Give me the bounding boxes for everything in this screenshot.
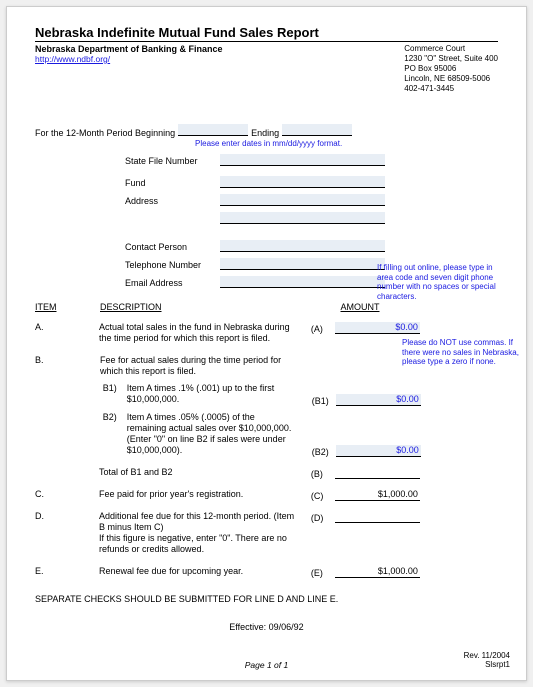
address-label: Address bbox=[125, 196, 220, 206]
addr-line: PO Box 95006 bbox=[404, 64, 498, 74]
address-block: Commerce Court 1230 "O" Street, Suite 40… bbox=[404, 44, 498, 94]
amt-e-label: (E) bbox=[311, 568, 335, 578]
b2-desc: Item A times .05% (.0005) of the remaini… bbox=[127, 412, 302, 457]
date-hint: Please enter dates in mm/dd/yyyy format. bbox=[195, 139, 498, 148]
item-b2-row: B2) Item A times .05% (.0005) of the rem… bbox=[35, 412, 498, 457]
b1-label: B1) bbox=[99, 383, 127, 406]
amt-c-value: $1,000.00 bbox=[335, 489, 420, 501]
period-begin-input[interactable] bbox=[178, 124, 248, 136]
item-d-label: D. bbox=[35, 511, 99, 521]
website-link[interactable]: http://www.ndbf.org/ bbox=[35, 54, 110, 64]
page-number: Page 1 of 1 bbox=[35, 660, 498, 670]
effective-date: Effective: 09/06/92 bbox=[35, 622, 498, 632]
phone-label: Telephone Number bbox=[125, 260, 220, 270]
th-desc: DESCRIPTION bbox=[100, 302, 315, 312]
amt-b2-input[interactable]: $0.00 bbox=[336, 445, 421, 457]
separate-checks-note: SEPARATE CHECKS SHOULD BE SUBMITTED FOR … bbox=[35, 594, 498, 604]
item-d-row: D. Additional fee due for this 12-month … bbox=[35, 511, 498, 556]
item-c-row: C. Fee paid for prior year's registratio… bbox=[35, 489, 498, 501]
phone-note: If filling out online, please type in ar… bbox=[377, 263, 507, 301]
table-header: ITEM DESCRIPTION AMOUNT bbox=[35, 302, 498, 312]
amt-b-label: (B) bbox=[311, 469, 335, 479]
fund-input[interactable] bbox=[220, 176, 385, 188]
item-e-row: E. Renewal fee due for upcoming year. (E… bbox=[35, 566, 498, 578]
addr-line: 1230 "O" Street, Suite 400 bbox=[404, 54, 498, 64]
addr-line: Commerce Court bbox=[404, 44, 498, 54]
item-a-label: A. bbox=[35, 322, 99, 332]
email-input[interactable] bbox=[220, 276, 385, 288]
item-b-desc: Fee for actual sales during the time per… bbox=[100, 355, 315, 378]
addr-line: Lincoln, NE 68509-5006 bbox=[404, 74, 498, 84]
item-c-label: C. bbox=[35, 489, 99, 499]
b-total-desc: Total of B1 and B2 bbox=[99, 467, 311, 478]
amt-e-value: $1,000.00 bbox=[335, 566, 420, 578]
department-name: Nebraska Department of Banking & Finance bbox=[35, 44, 223, 54]
state-file-label: State File Number bbox=[125, 156, 220, 166]
period-row: For the 12-Month Period Beginning Ending bbox=[35, 124, 498, 138]
header-row: Nebraska Department of Banking & Finance… bbox=[35, 44, 498, 94]
addr-line: 402-471-3445 bbox=[404, 84, 498, 94]
amt-c-label: (C) bbox=[311, 491, 335, 501]
item-e-label: E. bbox=[35, 566, 99, 576]
b2-label: B2) bbox=[99, 412, 127, 457]
item-c-desc: Fee paid for prior year's registration. bbox=[99, 489, 311, 500]
email-label: Email Address bbox=[125, 278, 220, 288]
amt-b1-label: (B1) bbox=[312, 396, 336, 406]
page: Nebraska Indefinite Mutual Fund Sales Re… bbox=[6, 6, 527, 681]
b1-desc: Item A times .1% (.001) up to the first … bbox=[127, 383, 302, 406]
amt-a-label: (A) bbox=[311, 324, 335, 334]
th-item: ITEM bbox=[35, 302, 100, 312]
amt-d-input[interactable] bbox=[335, 511, 420, 523]
rev-line: Rev. 11/2004 bbox=[464, 651, 510, 661]
amt-b2-label: (B2) bbox=[312, 447, 336, 457]
period-end-label: Ending bbox=[251, 128, 279, 138]
period-begin-label: For the 12-Month Period Beginning bbox=[35, 128, 175, 138]
address-input-2[interactable] bbox=[220, 212, 385, 224]
item-b-total-row: Total of B1 and B2 (B) bbox=[35, 467, 498, 479]
item-d-desc: Additional fee due for this 12-month per… bbox=[99, 511, 311, 556]
contact-label: Contact Person bbox=[125, 242, 220, 252]
amt-b1-input[interactable]: $0.00 bbox=[336, 394, 421, 406]
rev-line: Slsrpt1 bbox=[464, 660, 510, 670]
item-b1-row: B1) Item A times .1% (.001) up to the fi… bbox=[35, 383, 498, 406]
address-input-1[interactable] bbox=[220, 194, 385, 206]
period-end-input[interactable] bbox=[282, 124, 352, 136]
report-title: Nebraska Indefinite Mutual Fund Sales Re… bbox=[35, 25, 498, 42]
item-a-desc: Actual total sales in the fund in Nebras… bbox=[99, 322, 311, 345]
state-file-input[interactable] bbox=[220, 154, 385, 166]
fields-block: State File Number Fund Address Contact P… bbox=[125, 154, 385, 288]
revision-block: Rev. 11/2004 Slsrpt1 bbox=[464, 651, 510, 670]
amt-b-input[interactable] bbox=[335, 467, 420, 479]
item-e-desc: Renewal fee due for upcoming year. bbox=[99, 566, 311, 577]
contact-input[interactable] bbox=[220, 240, 385, 252]
fund-label: Fund bbox=[125, 178, 220, 188]
th-amount: AMOUNT bbox=[315, 302, 405, 312]
item-b-label: B. bbox=[35, 355, 100, 365]
amt-a-input[interactable]: $0.00 bbox=[335, 322, 420, 334]
amt-d-label: (D) bbox=[311, 513, 335, 523]
item-a-note: Please do NOT use commas. If there were … bbox=[402, 338, 522, 367]
phone-input[interactable] bbox=[220, 258, 385, 270]
